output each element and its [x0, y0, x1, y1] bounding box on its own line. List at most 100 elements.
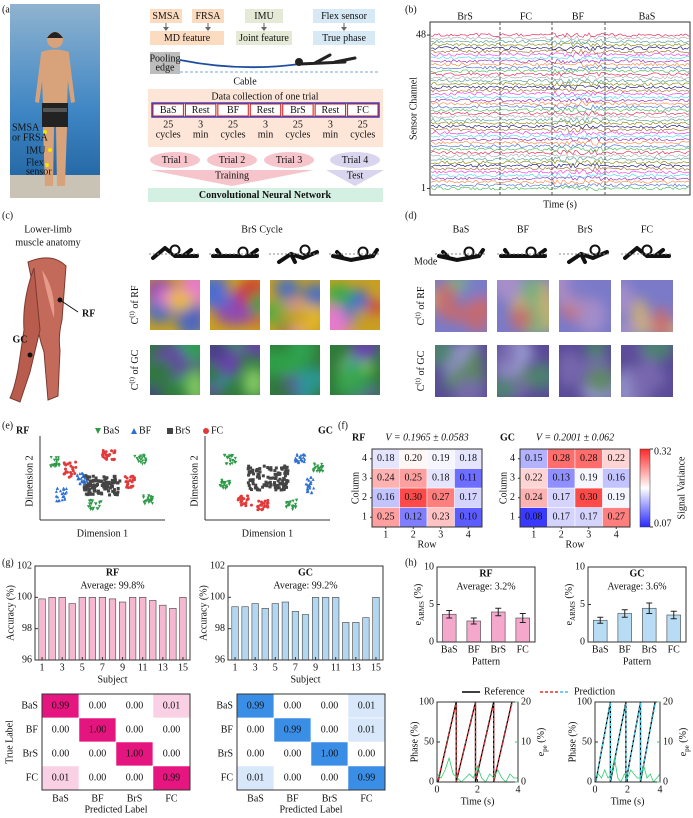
sensor-trace [430, 91, 690, 97]
scatter-point [289, 500, 293, 504]
row-label-base: C [130, 383, 141, 390]
scatter-point [54, 489, 58, 493]
feature-blob [626, 364, 667, 391]
scatter-point [264, 480, 268, 484]
matrix-cell [310, 693, 349, 719]
mode-axis-label: Mode [414, 256, 438, 267]
feature-blobs [559, 345, 611, 397]
x-tick-label: 2 [411, 529, 416, 540]
legend-label: Prediction [574, 686, 615, 697]
x-tick-label: 15 [178, 662, 188, 673]
sensor-box [245, 9, 283, 23]
scatter-point [84, 488, 88, 492]
bar [98, 597, 107, 661]
heatmap-name: GC [500, 432, 515, 443]
x-tick-label: 11 [331, 662, 341, 673]
matrix-cell [310, 765, 349, 791]
scatter-point [256, 472, 260, 476]
cell-label: 0.00 [247, 724, 265, 735]
scatter-point [249, 503, 253, 507]
error-bar [495, 607, 502, 617]
feature-blob [301, 283, 320, 307]
test-label: Test [347, 170, 364, 181]
cell-label: 0.20 [405, 453, 423, 464]
y-tick-label: 3 [510, 473, 515, 484]
scatter-point [301, 455, 305, 459]
scatter-point [62, 486, 66, 490]
c-title: muscle anatomy [15, 237, 80, 248]
trial-block [282, 103, 314, 117]
sensor-trace [430, 42, 690, 48]
x-tick-label: 3 [60, 662, 65, 673]
matrix-cell [41, 693, 80, 719]
block-label: Rest [321, 105, 339, 116]
x-tick-label: 2 [625, 784, 630, 795]
cable [179, 59, 301, 69]
colorbar [639, 448, 651, 528]
sensor-box [192, 9, 224, 23]
cell-label: 0.23 [432, 512, 450, 523]
trial-label: Trial 1 [162, 155, 189, 166]
x-tick-label: 1 [233, 662, 238, 673]
scatter-point [88, 505, 92, 509]
bar [88, 597, 96, 661]
scatter-point [251, 478, 255, 482]
block-duration: 25 [228, 119, 238, 130]
x-tick-label: 11 [138, 662, 148, 673]
scatter-point [303, 453, 307, 457]
scatter-point [294, 502, 298, 506]
feature-map [270, 345, 320, 395]
scatter-point [294, 505, 298, 509]
muscle-label: GC [13, 334, 28, 345]
scatter-point [107, 489, 111, 493]
scatter-point [257, 474, 261, 478]
scatter-point [247, 473, 251, 477]
cycle-title: BrS Cycle [241, 224, 283, 235]
scatter-point [95, 507, 99, 511]
heatmap-name: RF [352, 432, 365, 443]
feature-blob [286, 345, 316, 367]
feature-map [330, 280, 380, 330]
cell-label: 0.00 [163, 748, 181, 759]
cell-label: 1.00 [321, 748, 339, 759]
trial-label: Trial 3 [276, 155, 303, 166]
scatter-point [230, 462, 234, 466]
cell-label: 0.24 [377, 473, 395, 484]
feature-blob [621, 322, 639, 332]
error-bar [519, 613, 526, 623]
scatter-point [308, 486, 312, 490]
swimmer-head [237, 246, 249, 258]
segment-label: FC [520, 11, 533, 22]
scatter-point [263, 499, 267, 503]
scatter-point [146, 496, 150, 500]
x-tick-label: 13 [158, 662, 168, 673]
scatter-point [244, 502, 248, 506]
scatter-point [285, 481, 289, 485]
scatter-point [252, 472, 256, 476]
c-title: Lower-limb [24, 224, 72, 235]
scatter-point [304, 482, 308, 486]
y-tick-label: 10 [424, 561, 434, 572]
scatter-point [222, 454, 226, 458]
x-tick-label: 4 [658, 784, 663, 795]
pool-deck [10, 175, 100, 198]
error-bar [597, 616, 604, 624]
scatter-point [294, 456, 298, 460]
cell-label: 0.00 [284, 772, 302, 783]
cell-label: 0.16 [608, 473, 626, 484]
y-tick-label: 2 [362, 492, 367, 503]
bar [241, 606, 249, 661]
mode-label: BF [517, 224, 530, 235]
cell-label: 0.00 [52, 724, 70, 735]
feature-blobs [210, 345, 260, 395]
scatter-point [255, 467, 259, 471]
feature-blob [576, 297, 607, 332]
error-bar [446, 610, 453, 619]
sensor-dot [45, 163, 49, 167]
scatter-point [282, 485, 286, 489]
scatter-point [279, 488, 283, 492]
feature-blob [435, 345, 455, 367]
feature-blob [565, 280, 604, 301]
scatter-point [76, 476, 80, 480]
chart-title: RF [479, 568, 492, 579]
